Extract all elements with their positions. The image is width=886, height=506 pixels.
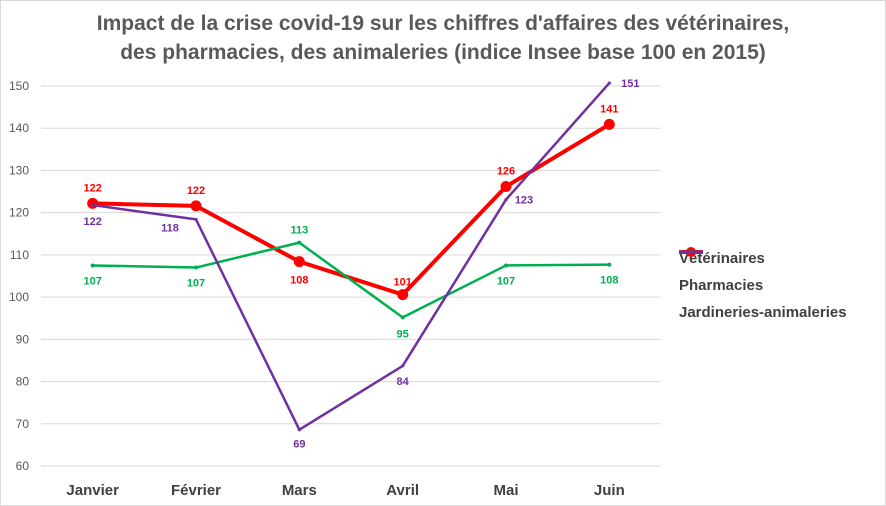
data-label-jardineries-animaleries-1: 118 — [161, 222, 179, 234]
x-tick-label-1: Février — [171, 482, 221, 499]
data-point-pharmacies-2 — [297, 240, 302, 245]
chart-title-line-1: Impact de la crise covid-19 sur les chif… — [96, 12, 790, 35]
y-tick-label-110: 110 — [10, 248, 29, 262]
x-tick-label-5: Juin — [594, 482, 625, 499]
legend-item-pharmacies: Pharmacies — [679, 250, 847, 299]
data-point-jardineries-animaleries-2 — [297, 428, 301, 432]
data-point-veterinaires-4 — [500, 180, 512, 192]
data-point-veterinaires-0 — [87, 197, 99, 209]
data-label-veterinaires-4: 126 — [497, 165, 515, 177]
y-tick-label-70: 70 — [16, 417, 30, 431]
legend-item-veterinaires: Vétérinaires — [679, 245, 847, 272]
x-tick-label-0: Janvier — [66, 482, 119, 499]
x-tick-label-3: Avril — [386, 482, 419, 499]
data-point-jardineries-animaleries-5 — [607, 81, 611, 85]
data-label-pharmacies-0: 107 — [83, 275, 101, 287]
data-point-pharmacies-5 — [607, 262, 612, 267]
data-point-pharmacies-0 — [90, 263, 95, 268]
legend-label-jardineries-animaleries: Jardineries-animaleries — [679, 304, 847, 321]
data-point-veterinaires-3 — [397, 289, 409, 301]
legend-label-veterinaires: Vétérinaires — [679, 250, 765, 267]
chart-title: Impact de la crise covid-19 sur les chif… — [1, 9, 885, 67]
data-label-jardineries-animaleries-4: 123 — [515, 195, 533, 207]
data-label-veterinaires-1: 122 — [187, 185, 205, 197]
data-label-veterinaires-5: 141 — [600, 103, 618, 115]
data-label-jardineries-animaleries-2: 69 — [293, 439, 305, 451]
chart-legend: Vétérinaires Pharmacies Jardineries-anim… — [679, 245, 847, 326]
y-tick-label-140: 140 — [9, 121, 29, 135]
series-line-jardineries-animaleries — [92, 82, 611, 431]
data-point-pharmacies-3 — [400, 315, 405, 320]
y-tick-label-130: 130 — [9, 163, 29, 177]
data-point-pharmacies-4 — [504, 263, 508, 268]
y-tick-label-80: 80 — [16, 375, 30, 389]
chart-title-line-2: des pharmacies, des animaleries (indice … — [120, 41, 766, 64]
data-point-pharmacies-1 — [194, 265, 198, 270]
data-label-jardineries-animaleries-0: 122 — [83, 216, 101, 228]
legend-swatch-jardineries-animaleries — [679, 250, 703, 254]
data-label-veterinaires-2: 108 — [290, 275, 308, 287]
data-label-pharmacies-4: 107 — [497, 275, 515, 287]
data-point-jardineries-animaleries-3 — [401, 364, 405, 368]
data-point-jardineries-animaleries-1 — [194, 217, 198, 222]
y-tick-label-90: 90 — [16, 332, 30, 346]
y-tick-label-100: 100 — [9, 290, 29, 304]
series-line-pharmacies — [92, 241, 610, 319]
series-line-veterinaires — [92, 122, 611, 297]
y-tick-label-120: 120 — [9, 206, 29, 220]
y-tick-label-60: 60 — [16, 459, 30, 473]
data-label-jardineries-animaleries-3: 84 — [397, 376, 410, 388]
legend-label-pharmacies: Pharmacies — [679, 277, 764, 294]
data-label-pharmacies-2: 113 — [290, 225, 308, 237]
x-tick-label-4: Mai — [493, 482, 518, 499]
data-point-veterinaires-5 — [603, 118, 615, 130]
x-tick-label-2: Mars — [282, 482, 317, 499]
data-point-veterinaires-2 — [293, 256, 305, 268]
data-label-veterinaires-0: 122 — [83, 182, 101, 194]
data-label-jardineries-animaleries-5: 151 — [621, 78, 639, 90]
data-label-veterinaires-3: 101 — [393, 277, 411, 289]
legend-item-jardineries-animaleries: Jardineries-animaleries — [679, 250, 847, 326]
data-label-pharmacies-5: 108 — [600, 275, 618, 287]
data-point-jardineries-animaleries-4 — [504, 197, 508, 202]
y-tick-label-150: 150 — [9, 79, 29, 93]
data-point-veterinaires-1 — [190, 200, 202, 212]
data-label-pharmacies-1: 107 — [187, 278, 205, 290]
data-point-jardineries-animaleries-0 — [91, 203, 95, 207]
data-label-pharmacies-3: 95 — [397, 328, 409, 340]
